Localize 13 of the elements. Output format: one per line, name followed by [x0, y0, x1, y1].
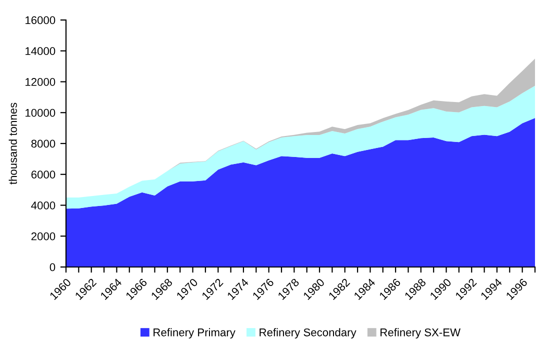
y-tick-label: 6000 — [31, 170, 56, 179]
y-tick-label: 16000 — [26, 16, 56, 24]
y-tick-label: 4000 — [31, 202, 56, 210]
y-tick-label: 8000 — [31, 140, 56, 148]
legend-label: Refinery SX-EW — [380, 328, 460, 339]
y-axis-title: thousand tonnes — [8, 102, 17, 184]
y-tick-label: 2000 — [31, 232, 56, 240]
legend-label: Refinery Primary — [154, 328, 236, 339]
y-tick-label: 0 — [50, 263, 56, 272]
y-tick-label: 14000 — [26, 47, 56, 56]
legend-label: Refinery Secondary — [260, 328, 356, 339]
y-tick-label: 12000 — [26, 78, 56, 86]
y-tick-label: 10000 — [26, 108, 56, 117]
